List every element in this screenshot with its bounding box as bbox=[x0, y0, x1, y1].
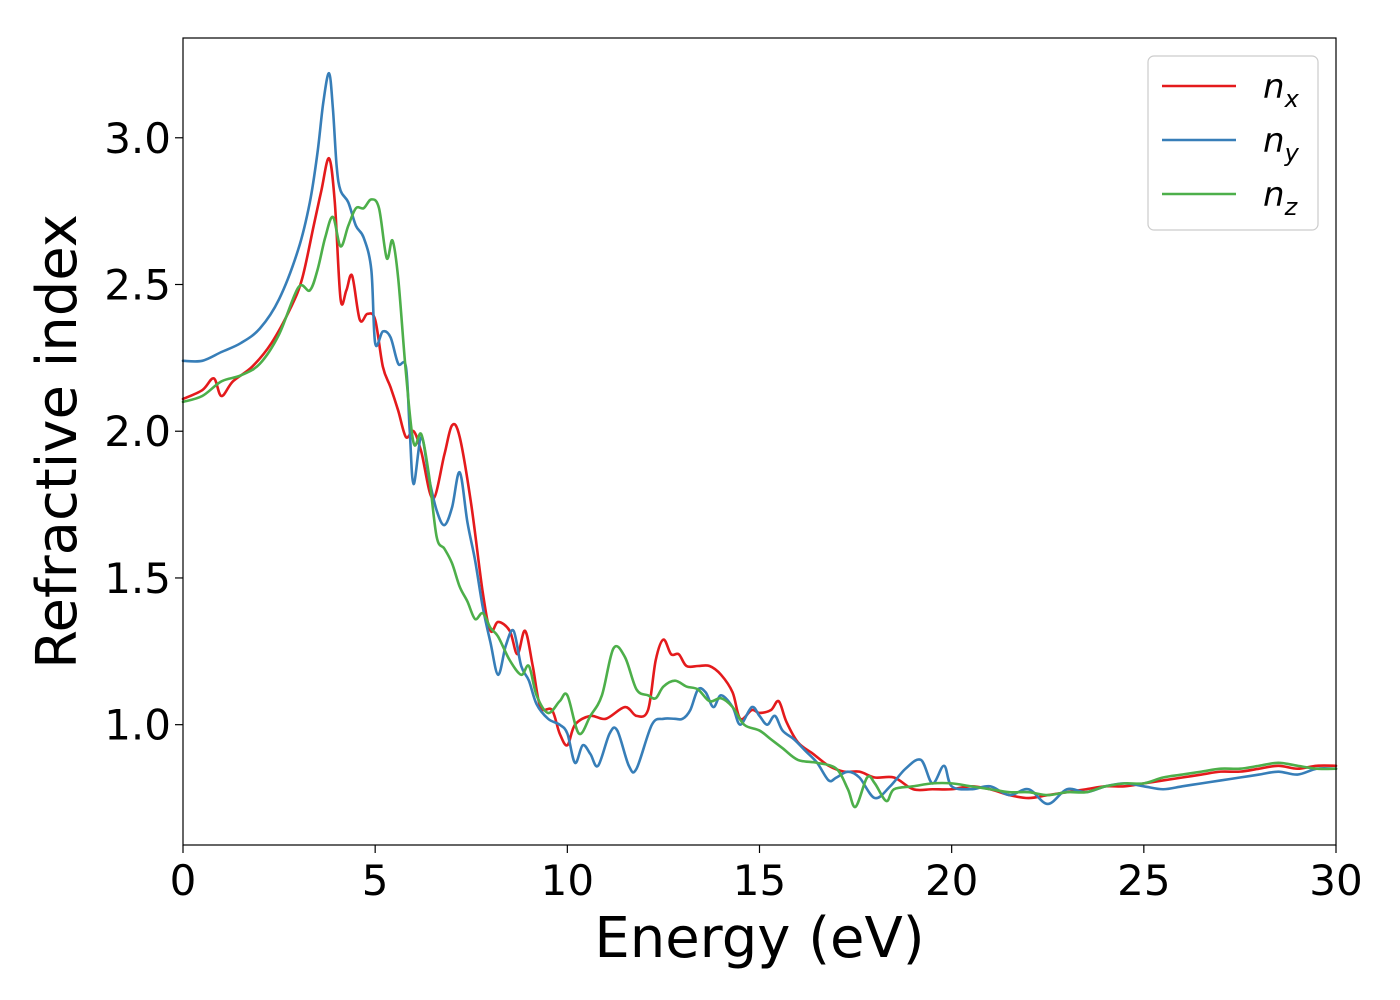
x-tick-label: 15 bbox=[733, 856, 786, 905]
y-tick-label: 1.0 bbox=[104, 701, 171, 750]
y-tick-label: 3.0 bbox=[104, 114, 171, 163]
legend-entry-ny: ny bbox=[1162, 121, 1300, 167]
x-tick-label: 20 bbox=[925, 856, 978, 905]
legend-box bbox=[1147, 55, 1319, 231]
series-line-ny bbox=[181, 71, 1338, 806]
legend-entry-nx: nx bbox=[1162, 67, 1300, 113]
x-tick-label: 0 bbox=[170, 856, 197, 905]
legend-label-nx: nx bbox=[1263, 67, 1300, 113]
y-tick-label: 1.5 bbox=[104, 554, 171, 603]
x-tick-label: 25 bbox=[1117, 856, 1170, 905]
y-axis: 1.0 1.5 2.0 2.5 3.0 bbox=[104, 114, 183, 750]
y-tick-label: 2.5 bbox=[104, 261, 171, 310]
legend-entry-nz: nz bbox=[1162, 175, 1299, 221]
x-tick-label: 5 bbox=[362, 856, 389, 905]
series-line-nz bbox=[181, 198, 1338, 809]
x-tick-label: 30 bbox=[1309, 856, 1362, 905]
plot-background bbox=[183, 38, 1336, 845]
x-axis-title: Energy (eV) bbox=[594, 906, 924, 971]
series-layer bbox=[181, 71, 1338, 809]
legend: nx ny nz bbox=[1147, 55, 1319, 231]
y-axis-title: Refractive index bbox=[25, 214, 90, 669]
legend-label-nz: nz bbox=[1263, 175, 1299, 221]
legend-label-ny: ny bbox=[1263, 121, 1300, 167]
x-tick-label: 10 bbox=[541, 856, 594, 905]
y-tick-label: 2.0 bbox=[104, 407, 171, 456]
x-axis: 0 5 10 15 20 25 30 bbox=[170, 845, 1363, 905]
